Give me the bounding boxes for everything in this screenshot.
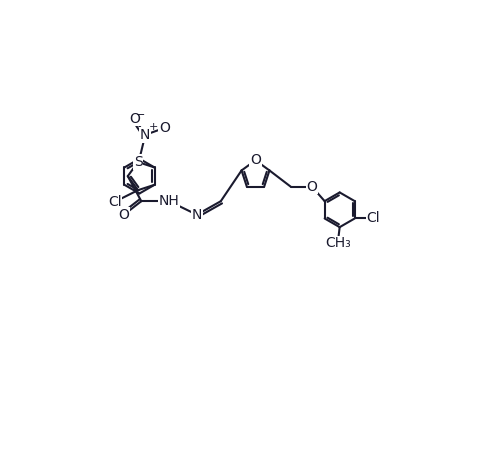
Text: O: O	[159, 121, 170, 135]
Text: N: N	[192, 208, 202, 222]
Text: Cl: Cl	[367, 211, 380, 226]
Text: S: S	[133, 155, 142, 169]
Text: +: +	[149, 122, 158, 132]
Text: CH₃: CH₃	[325, 236, 351, 251]
Text: Cl: Cl	[108, 195, 122, 209]
Text: O: O	[250, 153, 261, 167]
Text: −: −	[136, 110, 145, 120]
Text: O: O	[119, 208, 129, 222]
Text: NH: NH	[159, 194, 179, 208]
Text: O: O	[306, 179, 317, 194]
Text: N: N	[140, 128, 150, 142]
Text: O: O	[129, 112, 140, 126]
